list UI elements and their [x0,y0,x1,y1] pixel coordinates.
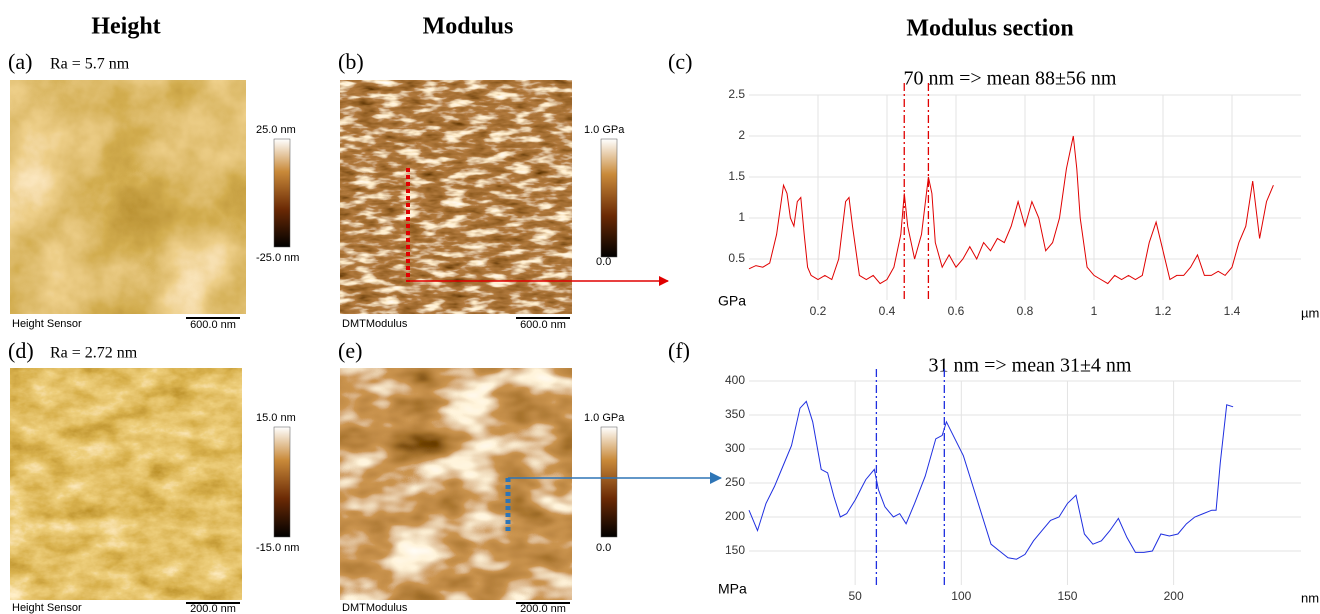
panel-label: (c) [668,49,692,74]
x-axis-label: nm [1301,590,1319,605]
x-tick-label: 150 [1057,589,1077,603]
y-tick-label: 2.5 [728,87,745,101]
colorbar-min: -15.0 nm [256,542,299,554]
column-header: Height [91,14,160,40]
panel-label: (e) [338,338,362,363]
x-tick-label: 0.8 [1017,304,1034,318]
scale-label: 200.0 nm [520,603,566,614]
y-axis-label: GPa [718,293,746,309]
y-tick-label: 0.5 [728,251,745,265]
section-charts: 0.5 1 1.5 2 2.5 0.2 0.4 0.6 0.8 1 1.2 1.4 (c) 70 nm =… [668,49,1319,605]
scale-label: 200.0 nm [190,603,236,614]
x-tick-label: 0.6 [948,304,965,318]
image-caption: DMTModulus [342,602,408,614]
colorbar-max: 15.0 nm [256,412,296,424]
column-header: Modulus section [906,16,1073,42]
y-tick-label: 250 [725,475,745,489]
y-tick-label: 2 [738,128,745,142]
y-tick-label: 300 [725,441,745,455]
colorbar [273,138,291,248]
afm-image [10,368,242,600]
scale-label: 600.0 nm [190,319,236,331]
panel-label: (f) [668,338,690,363]
y-tick-label: 350 [725,407,745,421]
y-tick-label: 1.5 [728,169,745,183]
y-tick-label: 150 [725,543,745,557]
panel-label: (d) [8,338,34,363]
colorbar-min: 0.0 [596,542,611,554]
panel-label: (a) [8,49,32,74]
x-tick-label: 1.4 [1224,304,1241,318]
x-tick-label: 0.4 [879,304,896,318]
colorbar [600,138,618,258]
colorbar [600,426,618,538]
x-tick-label: 1.2 [1155,304,1172,318]
roughness: Ra = 5.7 nm [50,56,130,73]
chart-title: 31 nm => mean 31±4 nm [929,355,1132,377]
colorbar-max: 1.0 GPa [584,412,625,424]
image-caption: Height Sensor [12,318,82,330]
x-tick-label: 50 [848,589,862,603]
afm-image [340,80,572,314]
colorbar [273,426,291,538]
y-tick-label: 400 [725,373,745,387]
column-header: Modulus [423,14,514,40]
x-tick-label: 200 [1164,589,1184,603]
data-line [748,400,1234,560]
panel-label: (b) [338,49,364,74]
roughness: Ra = 2.72 nm [50,345,138,362]
scale-label: 600.0 nm [520,319,566,331]
y-axis-label: MPa [718,581,747,597]
x-tick-label: 100 [951,589,971,603]
y-tick-label: 1 [738,210,745,224]
colorbar-min: 0.0 [596,256,611,268]
colorbar-max: 1.0 GPa [584,124,625,136]
afm-image [10,80,246,314]
data-line [748,135,1274,285]
image-caption: DMTModulus [342,318,408,330]
colorbar-min: -25.0 nm [256,252,299,264]
chart-title: 70 nm => mean 88±56 nm [904,68,1117,90]
x-axis-label: µm [1301,305,1319,320]
colorbar-max: 25.0 nm [256,124,296,136]
x-tick-label: 0.2 [810,304,827,318]
y-tick-label: 200 [725,509,745,523]
image-caption: Height Sensor [12,602,82,614]
x-tick-label: 1 [1091,304,1098,318]
afm-image [340,368,572,600]
